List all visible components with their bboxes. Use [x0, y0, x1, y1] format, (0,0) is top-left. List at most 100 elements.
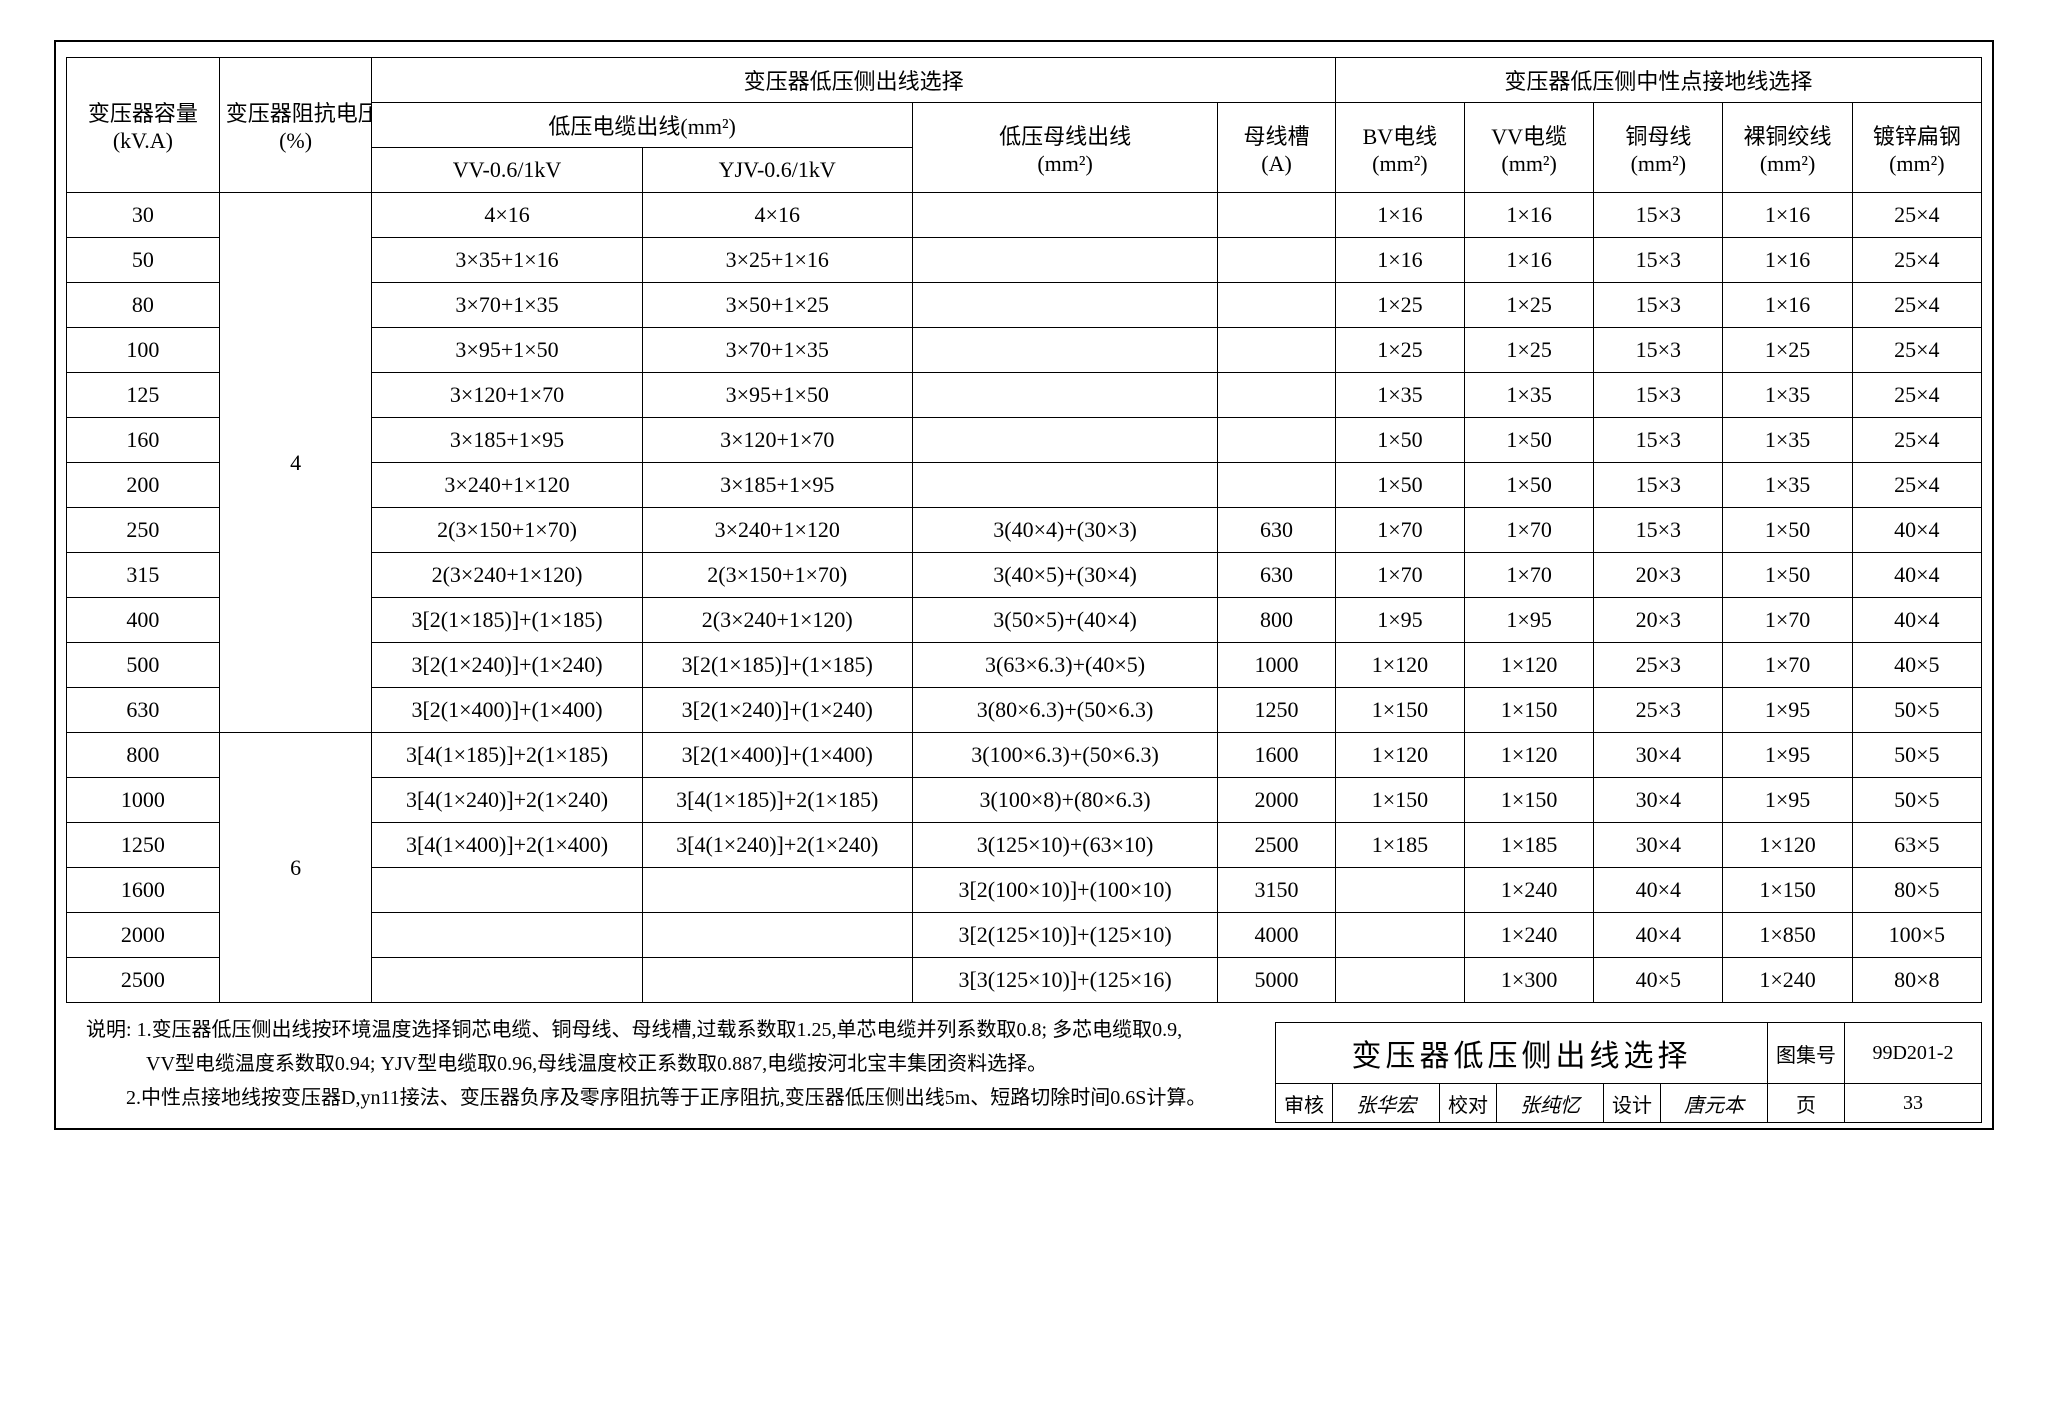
cell-bv: 1×25 — [1335, 328, 1464, 373]
group-cable: 低压电缆出线(mm²) — [372, 103, 912, 148]
cell-cu: 15×3 — [1594, 283, 1723, 328]
cell-slot: 800 — [1218, 598, 1336, 643]
cell-capacity: 50 — [67, 238, 220, 283]
cell-vvc: 1×50 — [1465, 418, 1594, 463]
drawing-frame: 变压器容量 (kV.A) 变压器阻抗电压 (%) 变压器低压侧出线选择 变压器低… — [54, 40, 1994, 1130]
cell-bus — [912, 193, 1217, 238]
col-capacity: 变压器容量 (kV.A) — [67, 58, 220, 193]
cell-bv: 1×150 — [1335, 778, 1464, 823]
review-label: 审核 — [1276, 1084, 1333, 1123]
cell-yjv: 2(3×150+1×70) — [642, 553, 912, 598]
cell-slot — [1218, 418, 1336, 463]
cell-slot — [1218, 463, 1336, 508]
cell-cu: 30×4 — [1594, 733, 1723, 778]
cell-impedance-4: 4 — [219, 193, 372, 733]
cell-bare: 1×35 — [1723, 373, 1852, 418]
cell-capacity: 100 — [67, 328, 220, 373]
cell-vv — [372, 958, 642, 1003]
note-1b: VV型电缆温度系数取0.94; YJV型电缆取0.96,母线温度校正系数取0.8… — [126, 1053, 1047, 1075]
cell-gn: 80×5 — [1852, 868, 1981, 913]
cell-capacity: 160 — [67, 418, 220, 463]
cell-bus — [912, 283, 1217, 328]
cell-gn: 25×4 — [1852, 328, 1981, 373]
cell-cu: 30×4 — [1594, 778, 1723, 823]
cell-bus: 3[3(125×10)]+(125×16) — [912, 958, 1217, 1003]
cell-slot: 2500 — [1218, 823, 1336, 868]
cell-gn: 63×5 — [1852, 823, 1981, 868]
cell-yjv — [642, 913, 912, 958]
cell-vv — [372, 913, 642, 958]
cell-vvc: 1×16 — [1465, 238, 1594, 283]
note-2: 2.中性点接地线按变压器D,yn11接法、变压器负序及零序阻抗等于正序阻抗,变压… — [126, 1087, 1206, 1109]
col-capacity-l1: 变压器容量 — [88, 101, 198, 126]
cell-gn: 25×4 — [1852, 193, 1981, 238]
cell-vvc: 1×35 — [1465, 373, 1594, 418]
cell-vvc: 1×150 — [1465, 778, 1594, 823]
cell-bv: 1×95 — [1335, 598, 1464, 643]
cell-bv: 1×16 — [1335, 193, 1464, 238]
cell-yjv: 3×240+1×120 — [642, 508, 912, 553]
cell-cu: 15×3 — [1594, 193, 1723, 238]
cell-bare: 1×35 — [1723, 418, 1852, 463]
cell-bus: 3(50×5)+(40×4) — [912, 598, 1217, 643]
cell-cu: 20×3 — [1594, 553, 1723, 598]
cell-slot: 1600 — [1218, 733, 1336, 778]
col-cu: 铜母线 (mm²) — [1594, 103, 1723, 193]
col-busbar: 低压母线出线 (mm²) — [912, 103, 1217, 193]
cell-capacity: 500 — [67, 643, 220, 688]
cell-gn: 40×4 — [1852, 598, 1981, 643]
cell-vvc: 1×120 — [1465, 733, 1594, 778]
cell-bus: 3(125×10)+(63×10) — [912, 823, 1217, 868]
cell-vvc: 1×16 — [1465, 193, 1594, 238]
cell-slot: 4000 — [1218, 913, 1336, 958]
cell-vvc: 1×300 — [1465, 958, 1594, 1003]
cell-impedance-6: 6 — [219, 733, 372, 1003]
cell-bare: 1×95 — [1723, 778, 1852, 823]
cell-bv: 1×120 — [1335, 733, 1464, 778]
cell-vv: 3×240+1×120 — [372, 463, 642, 508]
cell-vv: 3[2(1×185)]+(1×185) — [372, 598, 642, 643]
cell-slot: 5000 — [1218, 958, 1336, 1003]
cell-gn: 40×4 — [1852, 508, 1981, 553]
cell-bv: 1×16 — [1335, 238, 1464, 283]
album-label: 图集号 — [1768, 1023, 1845, 1084]
cell-cu: 25×3 — [1594, 688, 1723, 733]
cell-gn: 25×4 — [1852, 238, 1981, 283]
cell-capacity: 200 — [67, 463, 220, 508]
cell-bv: 1×50 — [1335, 463, 1464, 508]
cell-gn: 50×5 — [1852, 778, 1981, 823]
table-row: 3044×164×161×161×1615×31×1625×4 — [67, 193, 1982, 238]
col-vvc: VV电缆 (mm²) — [1465, 103, 1594, 193]
cell-bus: 3(40×4)+(30×3) — [912, 508, 1217, 553]
cell-bare: 1×70 — [1723, 643, 1852, 688]
album-value: 99D201-2 — [1845, 1023, 1982, 1084]
cell-cu: 15×3 — [1594, 418, 1723, 463]
cell-bv: 1×35 — [1335, 373, 1464, 418]
cell-vv: 2(3×150+1×70) — [372, 508, 642, 553]
cell-yjv: 2(3×240+1×120) — [642, 598, 912, 643]
cell-bare: 1×95 — [1723, 733, 1852, 778]
cell-bv: 1×120 — [1335, 643, 1464, 688]
cell-slot — [1218, 328, 1336, 373]
cell-slot — [1218, 373, 1336, 418]
group-lv-outlet: 变压器低压侧出线选择 — [372, 58, 1335, 103]
cell-yjv: 3[2(1×240)]+(1×240) — [642, 688, 912, 733]
cell-capacity: 800 — [67, 733, 220, 778]
selection-table: 变压器容量 (kV.A) 变压器阻抗电压 (%) 变压器低压侧出线选择 变压器低… — [66, 57, 1982, 1003]
cell-slot: 1250 — [1218, 688, 1336, 733]
cell-slot: 630 — [1218, 508, 1336, 553]
cell-slot — [1218, 283, 1336, 328]
cell-gn: 25×4 — [1852, 463, 1981, 508]
cell-bare: 1×35 — [1723, 463, 1852, 508]
cell-capacity: 315 — [67, 553, 220, 598]
cell-bv: 1×150 — [1335, 688, 1464, 733]
col-yjv: YJV-0.6/1kV — [642, 148, 912, 193]
cell-vv — [372, 868, 642, 913]
review-signature: 张华宏 — [1333, 1084, 1440, 1123]
check-signature: 张纯忆 — [1497, 1084, 1604, 1123]
page-value: 33 — [1845, 1084, 1982, 1123]
cell-capacity: 1600 — [67, 868, 220, 913]
cell-gn: 25×4 — [1852, 373, 1981, 418]
cell-cu: 15×3 — [1594, 328, 1723, 373]
group-neutral: 变压器低压侧中性点接地线选择 — [1335, 58, 1981, 103]
